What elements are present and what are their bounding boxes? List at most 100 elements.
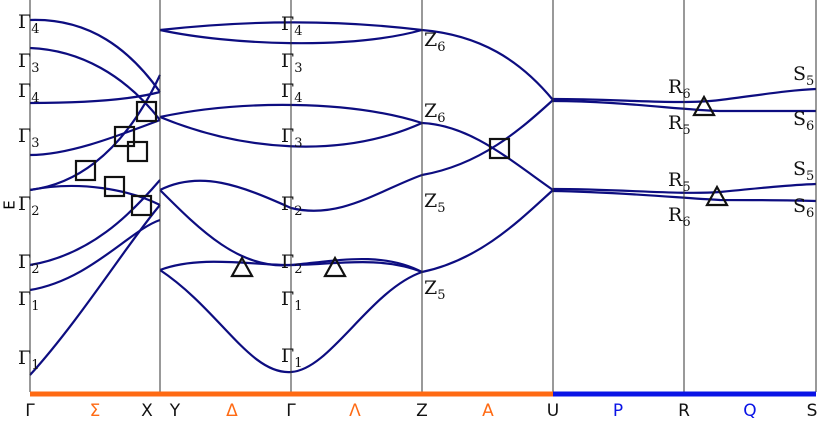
band-symbol: Z — [424, 190, 437, 212]
band-subscript: 1 — [294, 299, 302, 314]
path-label: Z — [416, 401, 428, 421]
band-symbol: Γ — [18, 288, 31, 310]
band-label: Γ1 — [281, 288, 302, 314]
band-subscript: 6 — [437, 111, 445, 126]
band-label: S5 — [793, 158, 814, 184]
crossing-triangle — [230, 255, 254, 278]
band-symbol: S — [793, 63, 806, 85]
band-label: R5 — [668, 169, 691, 195]
band-label: S6 — [793, 108, 814, 134]
band-subscript: 3 — [31, 136, 39, 151]
band-symbol: Γ — [18, 11, 31, 33]
band-label: Z6 — [424, 29, 445, 55]
band-label: R6 — [668, 76, 691, 102]
band-symbol: S — [793, 158, 806, 180]
path-label: Γ — [25, 401, 35, 421]
band — [552, 87, 817, 104]
band-label: Γ3 — [281, 50, 302, 76]
path-label: X — [141, 401, 153, 421]
band-symbol: Γ — [18, 193, 31, 215]
band — [29, 184, 161, 206]
band-symbol: Γ — [281, 288, 294, 310]
markers — [74, 94, 729, 278]
band-subscript: 1 — [294, 356, 302, 371]
band-symbol: R — [668, 204, 683, 226]
band-subscript: 5 — [806, 74, 814, 89]
band-label: Γ3 — [18, 50, 39, 76]
band-label: R6 — [668, 204, 691, 230]
band-subscript: 1 — [31, 358, 39, 373]
band-symbol: Γ — [281, 50, 294, 72]
band-symbol: Γ — [281, 193, 294, 215]
band-label: S6 — [793, 195, 814, 221]
crossing-triangle — [692, 94, 716, 117]
band-symbol: S — [793, 195, 806, 217]
band-label: R5 — [668, 112, 691, 138]
bands — [29, 18, 817, 376]
axis-label: E — [1, 200, 19, 209]
band — [29, 18, 161, 93]
band-symbol: R — [668, 76, 683, 98]
band-symbol: Γ — [18, 251, 31, 273]
band-subscript: 6 — [437, 40, 445, 55]
band-subscript: 6 — [682, 87, 690, 102]
band-subscript: 1 — [31, 299, 39, 314]
band-label: Γ1 — [281, 345, 302, 371]
path-label: Y — [169, 401, 181, 421]
band — [29, 46, 161, 121]
crossing-box — [130, 194, 153, 217]
band-label: Γ1 — [18, 288, 39, 314]
band-subscript: 2 — [294, 262, 302, 277]
band-subscript: 6 — [682, 215, 690, 230]
band — [159, 115, 423, 148]
crossing-triangle — [705, 184, 729, 207]
band-symbol: Γ — [18, 80, 31, 102]
band — [29, 218, 161, 292]
path-label: Q — [743, 401, 756, 421]
band-subscript: 5 — [437, 201, 445, 216]
band-subscript: 4 — [294, 91, 302, 106]
band — [421, 99, 554, 177]
band-symbol: Z — [424, 100, 437, 122]
band-label: Γ4 — [18, 11, 39, 37]
band-subscript: 6 — [806, 206, 814, 221]
band-symbol: Γ — [18, 347, 31, 369]
band-label: Γ4 — [281, 80, 302, 106]
crossing-box — [126, 140, 149, 163]
band-symbol: Z — [424, 277, 437, 299]
band-symbol: Γ — [281, 125, 294, 147]
band-subscript: 4 — [31, 22, 39, 37]
band — [29, 179, 161, 267]
band-subscript: 4 — [294, 24, 302, 39]
path-label: R — [678, 401, 690, 421]
band — [159, 103, 423, 125]
band-subscript: 3 — [294, 136, 302, 151]
band-subscript: 2 — [31, 204, 39, 219]
band-subscript: 5 — [682, 180, 690, 195]
band-label: Z5 — [424, 190, 445, 216]
band-subscript: 3 — [294, 61, 302, 76]
band-symbol: Γ — [281, 345, 294, 367]
path-label: S — [807, 401, 818, 421]
band — [29, 118, 161, 157]
band-subscript: 4 — [31, 91, 39, 106]
path-label: Σ — [90, 401, 101, 421]
band-symbol: Γ — [18, 50, 31, 72]
path-label: Δ — [226, 401, 238, 421]
band — [552, 189, 817, 203]
band-label: Z6 — [424, 100, 445, 126]
band — [421, 189, 554, 274]
band-subscript: 2 — [31, 262, 39, 277]
band-label: Z5 — [424, 277, 445, 303]
path-label: P — [613, 401, 623, 421]
band-label: Γ1 — [18, 347, 39, 373]
band-symbol: Γ — [281, 13, 294, 35]
band-subscript: 6 — [806, 119, 814, 134]
path-label: Γ — [286, 401, 296, 421]
crossing-triangle — [323, 255, 347, 278]
band-label: Γ2 — [18, 193, 39, 219]
crossing-box — [113, 125, 136, 148]
band-symbol: R — [668, 169, 683, 191]
band — [421, 121, 554, 191]
